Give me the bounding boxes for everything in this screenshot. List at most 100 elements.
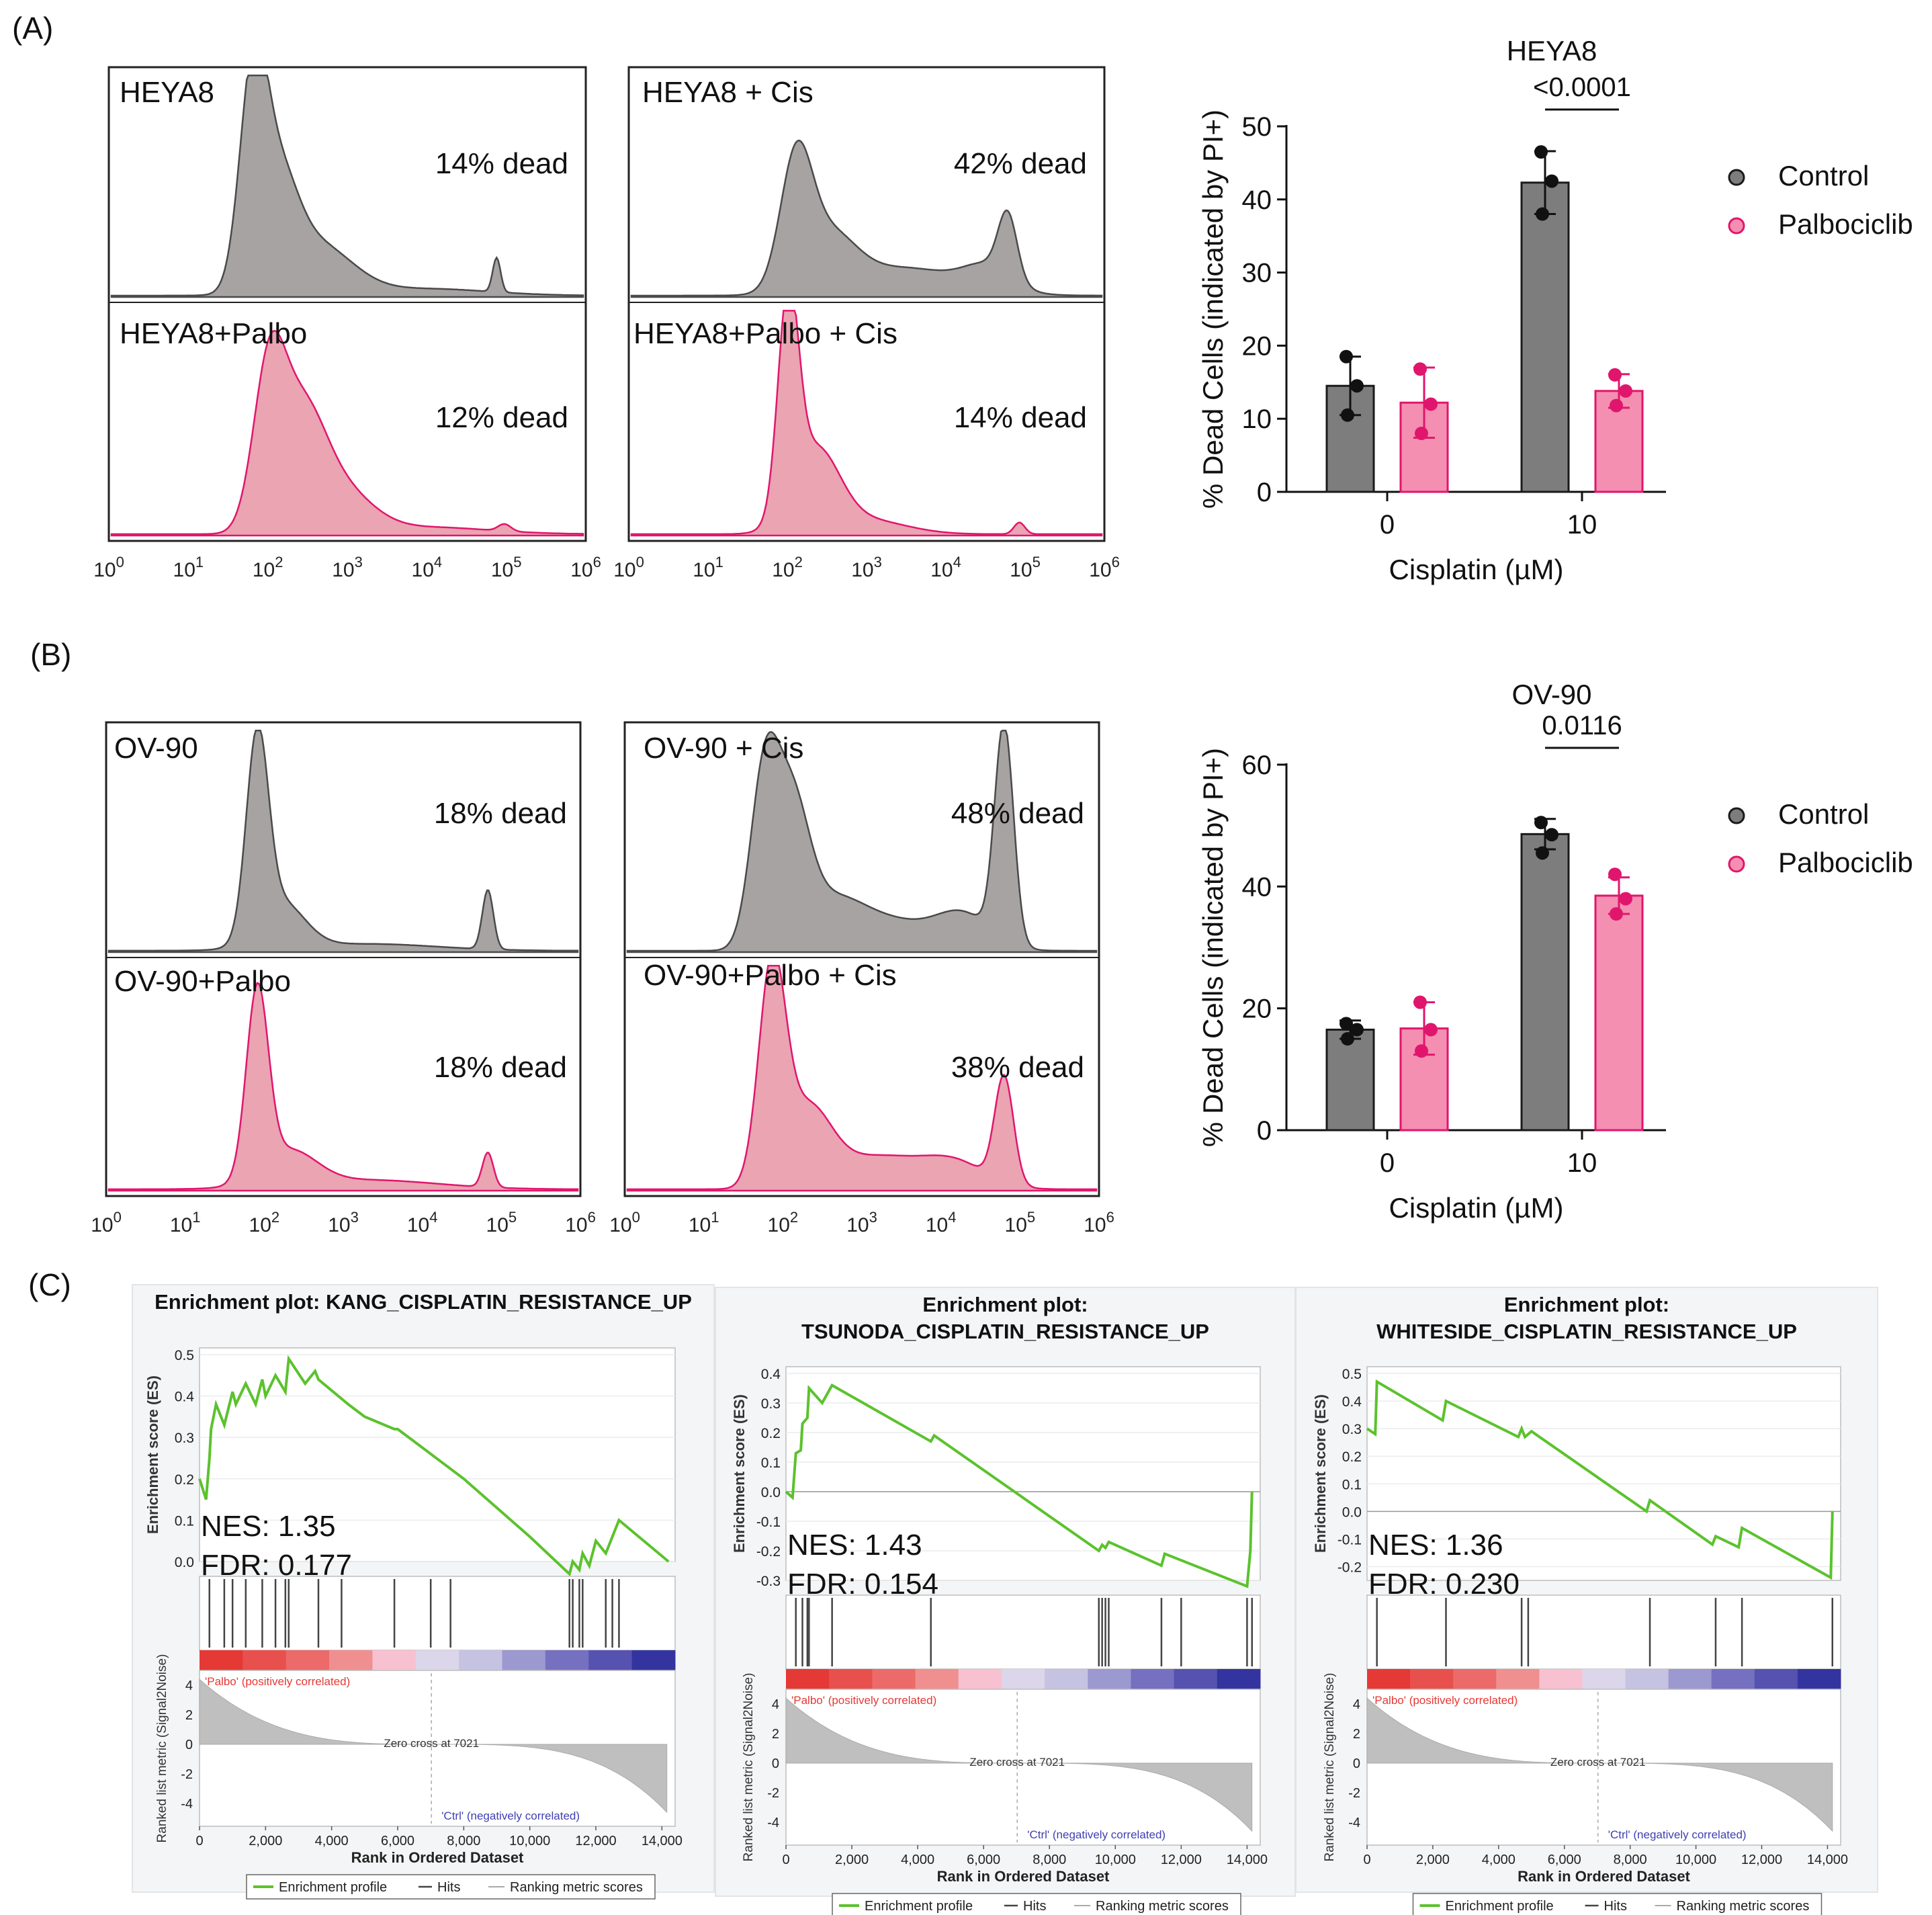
flow-x-axis: 100 101 102 103 104 105 106 bbox=[609, 1209, 1114, 1236]
legend-label: Palbociclib bbox=[1778, 208, 1913, 240]
legend-label: Hits bbox=[1604, 1899, 1627, 1914]
flow-axis-tick-label: 105 bbox=[486, 1209, 517, 1236]
enrichment-profile-line bbox=[1366, 1379, 1834, 1580]
es-tick-label: -0.2 bbox=[1337, 1560, 1362, 1575]
flow-sample-label: HEYA8 bbox=[120, 76, 214, 109]
flow-hist-top bbox=[110, 74, 584, 298]
data-point bbox=[1415, 426, 1428, 440]
gsea-title: WHITESIDE_CISPLATIN_RESISTANCE_UP bbox=[1376, 1320, 1797, 1343]
flow-axis-tick-label: 106 bbox=[565, 1209, 596, 1236]
ranking-heatmap-segment bbox=[1367, 1669, 1411, 1689]
ranking-heatmap-segment bbox=[1410, 1669, 1454, 1689]
enrichment-profile-line bbox=[785, 1383, 1254, 1588]
data-point bbox=[1610, 907, 1623, 921]
ranking-heatmap-segment bbox=[1754, 1669, 1798, 1689]
gsea-plot-tsunoda: Enrichment plot: TSUNODA_CISPLATIN_RESIST… bbox=[715, 1287, 1296, 1915]
flow-axis-tick-label: 101 bbox=[693, 554, 723, 581]
flow-sample-label: OV-90+Palbo bbox=[114, 965, 291, 998]
y-tick-label: 60 bbox=[1242, 751, 1272, 780]
es-tick-label: 0.1 bbox=[175, 1513, 194, 1529]
histogram-area bbox=[107, 982, 579, 1192]
flow-axis-tick-label: 105 bbox=[1010, 554, 1041, 581]
data-point bbox=[1340, 1017, 1353, 1031]
metric-tick-label: 4 bbox=[1353, 1697, 1360, 1712]
flow-frame bbox=[105, 721, 582, 1197]
histogram-area bbox=[626, 729, 1098, 953]
data-point bbox=[1350, 1023, 1364, 1037]
ranking-metric-area bbox=[1366, 1697, 1833, 1832]
y-tick-label: 30 bbox=[1242, 259, 1272, 288]
ranking-heatmap-segment bbox=[415, 1650, 459, 1670]
data-point bbox=[1341, 408, 1354, 422]
positive-correlation-label: 'Palbo' (positively correlated) bbox=[205, 1675, 350, 1688]
ranking-heatmap-segment bbox=[1797, 1669, 1841, 1689]
legend-label: Ranking metric scores bbox=[1677, 1899, 1810, 1914]
flow-hist-top bbox=[107, 729, 579, 953]
y-tick-label: 0 bbox=[1257, 478, 1272, 507]
legend-label: Enrichment profile bbox=[865, 1899, 973, 1914]
flow-axis-tick-label: 104 bbox=[926, 1209, 957, 1236]
x-tick-label: 14,000 bbox=[642, 1834, 683, 1848]
ranking-heatmap-segment bbox=[1668, 1669, 1712, 1689]
metric-tick-label: 0 bbox=[1353, 1756, 1360, 1771]
es-tick-label: 0.1 bbox=[761, 1455, 781, 1471]
es-tick-label: 0.0 bbox=[761, 1485, 781, 1500]
x-tick-label: 14,000 bbox=[1807, 1853, 1848, 1867]
x-axis-label: Rank in Ordered Dataset bbox=[937, 1868, 1110, 1885]
histogram-area bbox=[626, 965, 1098, 1192]
es-tick-label: -0.1 bbox=[756, 1515, 781, 1530]
flow-x-axis: 100 101 102 103 104 105 106 bbox=[91, 1209, 596, 1236]
gsea-title: Enrichment plot: bbox=[1504, 1293, 1669, 1316]
legend-label: Enrichment profile bbox=[279, 1880, 387, 1895]
es-tick-label: 0.2 bbox=[175, 1472, 194, 1488]
flow-axis-tick-label: 106 bbox=[1084, 1209, 1114, 1236]
metric-tick-label: -4 bbox=[767, 1816, 779, 1830]
metric-tick-label: 2 bbox=[772, 1727, 779, 1742]
flow-axis-tick-label: 103 bbox=[328, 1209, 359, 1236]
flow-dead-percent: 42% dead bbox=[954, 147, 1087, 180]
y-tick-label: 10 bbox=[1242, 405, 1272, 434]
ranking-metric-area bbox=[785, 1697, 1253, 1832]
flow-sample-label: HEYA8+Palbo bbox=[120, 317, 307, 350]
flow-dead-percent: 38% dead bbox=[951, 1051, 1084, 1084]
y-axis-label: % Dead Cells (indicated by PI+) bbox=[1197, 110, 1229, 509]
es-tick-label: 0.2 bbox=[1342, 1449, 1362, 1465]
bar-chart-title: HEYA8 bbox=[1507, 35, 1597, 67]
zero-cross-label: Zero cross at 7021 bbox=[1550, 1756, 1646, 1769]
panel-label-a: (A) bbox=[12, 11, 53, 46]
data-point bbox=[1413, 995, 1427, 1009]
es-axis-label: Enrichment score (ES) bbox=[144, 1375, 161, 1534]
x-tick-label: 0 bbox=[1363, 1853, 1370, 1867]
data-point bbox=[1608, 867, 1622, 882]
bar-chart-title: OV-90 bbox=[1511, 679, 1591, 710]
metric-axis-label: Ranked list metric (Signal2Noise) bbox=[1323, 1673, 1337, 1862]
flow-hist-bottom bbox=[110, 330, 584, 537]
flow-axis-tick-label: 102 bbox=[772, 554, 803, 581]
flow-hist-top bbox=[630, 139, 1103, 298]
metric-tick-label: -2 bbox=[181, 1767, 193, 1782]
x-axis-label: Rank in Ordered Dataset bbox=[351, 1849, 524, 1866]
y-tick-label: 20 bbox=[1242, 331, 1272, 361]
legend-marker bbox=[1728, 807, 1745, 824]
metric-tick-label: -4 bbox=[181, 1797, 193, 1812]
ranking-heatmap-segment bbox=[1045, 1669, 1088, 1689]
legend-label: Ranking metric scores bbox=[510, 1880, 643, 1895]
y-tick-label: 40 bbox=[1242, 185, 1272, 215]
es-axis-label: Enrichment score (ES) bbox=[731, 1394, 748, 1553]
positive-correlation-label: 'Palbo' (positively correlated) bbox=[791, 1694, 936, 1707]
gsea-plot-kang: Enrichment plot: KANG_CISPLATIN_RESISTAN… bbox=[132, 1284, 715, 1900]
flow-axis-tick-label: 101 bbox=[170, 1209, 201, 1236]
ranking-heatmap-segment bbox=[1496, 1669, 1540, 1689]
es-tick-label: 0.3 bbox=[1342, 1422, 1362, 1437]
x-tick-label: 0 bbox=[1380, 1148, 1395, 1178]
histogram-area bbox=[630, 310, 1103, 537]
x-tick-label: 8,000 bbox=[1033, 1853, 1066, 1867]
ranking-metric-area bbox=[199, 1678, 668, 1814]
histogram-area bbox=[110, 330, 584, 537]
bar bbox=[1520, 833, 1570, 1132]
flow-sample-label: HEYA8+Palbo + Cis bbox=[633, 317, 897, 350]
flow-axis-tick-label: 104 bbox=[407, 1209, 438, 1236]
x-tick-label: 4,000 bbox=[901, 1853, 934, 1867]
es-tick-label: 0.0 bbox=[175, 1555, 194, 1570]
